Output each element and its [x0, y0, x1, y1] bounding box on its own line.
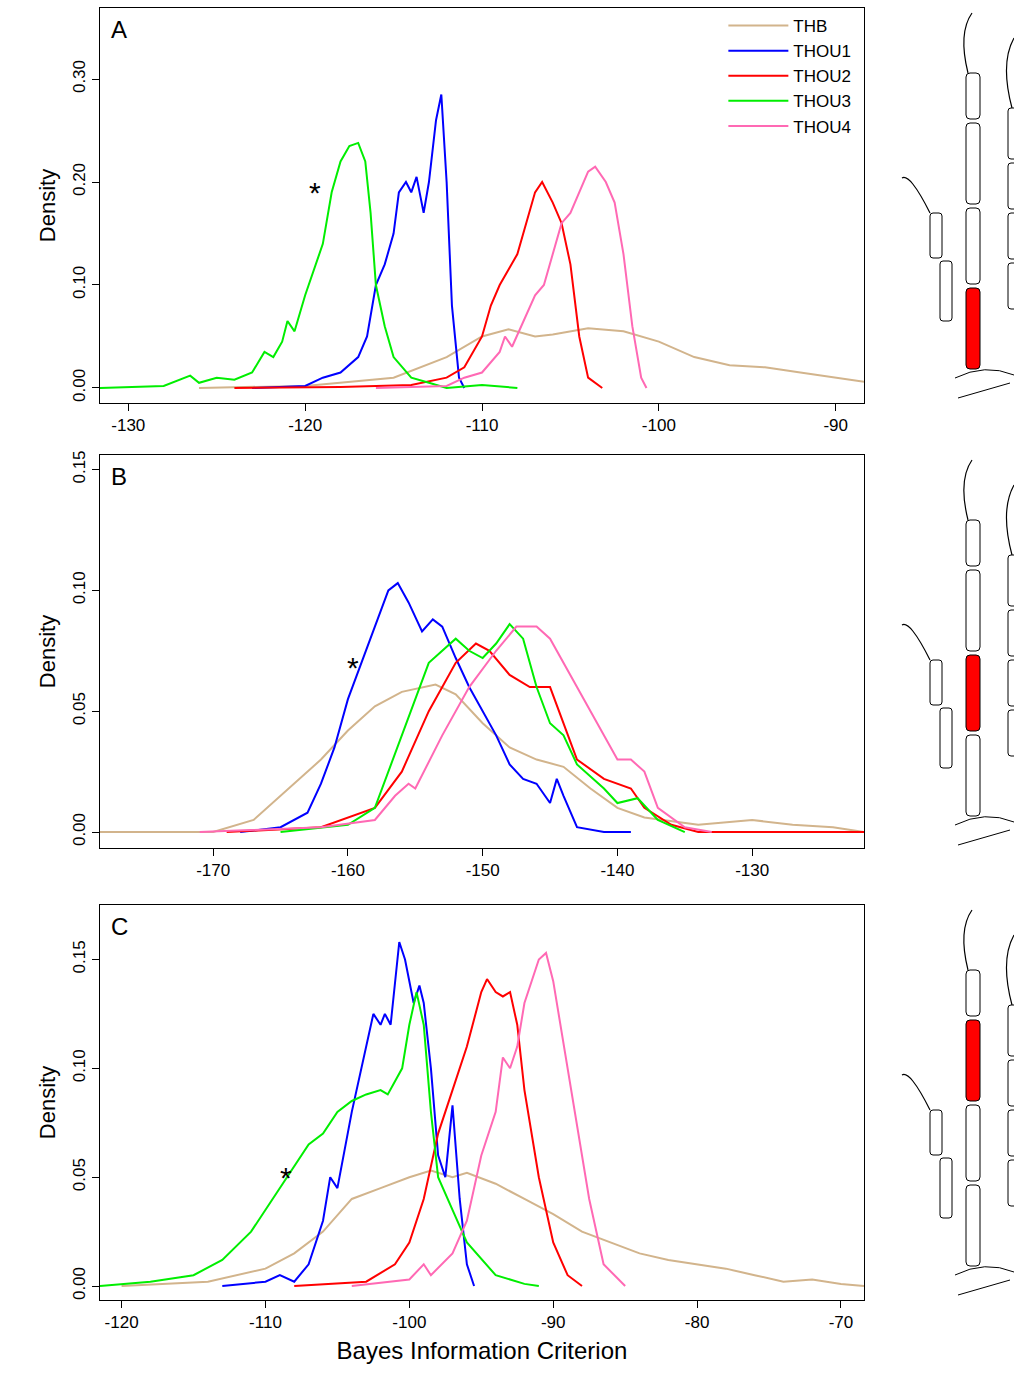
svg-text:C: C: [111, 913, 128, 940]
svg-text:*: *: [347, 651, 359, 684]
svg-text:THB: THB: [793, 17, 827, 36]
svg-text:0.05: 0.05: [70, 692, 89, 725]
svg-text:0.00: 0.00: [70, 813, 89, 846]
svg-text:B: B: [111, 463, 127, 490]
svg-text:-90: -90: [541, 1313, 566, 1332]
svg-text:-160: -160: [331, 861, 365, 880]
svg-text:Density: Density: [35, 615, 60, 688]
svg-text:Density: Density: [35, 169, 60, 242]
svg-text:Density: Density: [35, 1066, 60, 1139]
svg-text:0.20: 0.20: [70, 163, 89, 196]
svg-text:0.10: 0.10: [70, 1049, 89, 1082]
svg-text:-70: -70: [829, 1313, 854, 1332]
svg-text:-80: -80: [685, 1313, 710, 1332]
svg-text:THOU3: THOU3: [793, 92, 851, 111]
svg-text:-130: -130: [111, 416, 145, 435]
svg-text:THOU4: THOU4: [793, 118, 851, 137]
svg-text:0.30: 0.30: [70, 60, 89, 93]
svg-text:-140: -140: [600, 861, 634, 880]
svg-text:THOU1: THOU1: [793, 42, 851, 61]
svg-text:-110: -110: [466, 416, 499, 435]
svg-text:0.00: 0.00: [70, 369, 89, 402]
svg-text:0.10: 0.10: [70, 571, 89, 604]
svg-text:0.05: 0.05: [70, 1158, 89, 1191]
svg-text:-100: -100: [642, 416, 676, 435]
svg-text:-100: -100: [392, 1313, 426, 1332]
svg-text:-110: -110: [249, 1313, 282, 1332]
svg-text:-130: -130: [735, 861, 769, 880]
svg-text:*: *: [309, 176, 321, 209]
svg-text:0.15: 0.15: [70, 450, 89, 483]
svg-text:-120: -120: [288, 416, 322, 435]
svg-text:THOU2: THOU2: [793, 67, 851, 86]
svg-text:0.15: 0.15: [70, 940, 89, 973]
svg-text:Bayes Information Criterion: Bayes Information Criterion: [337, 1337, 628, 1364]
svg-text:-150: -150: [466, 861, 500, 880]
svg-text:-170: -170: [196, 861, 230, 880]
svg-text:-90: -90: [823, 416, 848, 435]
svg-text:A: A: [111, 16, 127, 43]
svg-text:0.10: 0.10: [70, 266, 89, 299]
svg-text:0.00: 0.00: [70, 1267, 89, 1300]
svg-text:*: *: [280, 1161, 292, 1194]
svg-text:-120: -120: [105, 1313, 139, 1332]
